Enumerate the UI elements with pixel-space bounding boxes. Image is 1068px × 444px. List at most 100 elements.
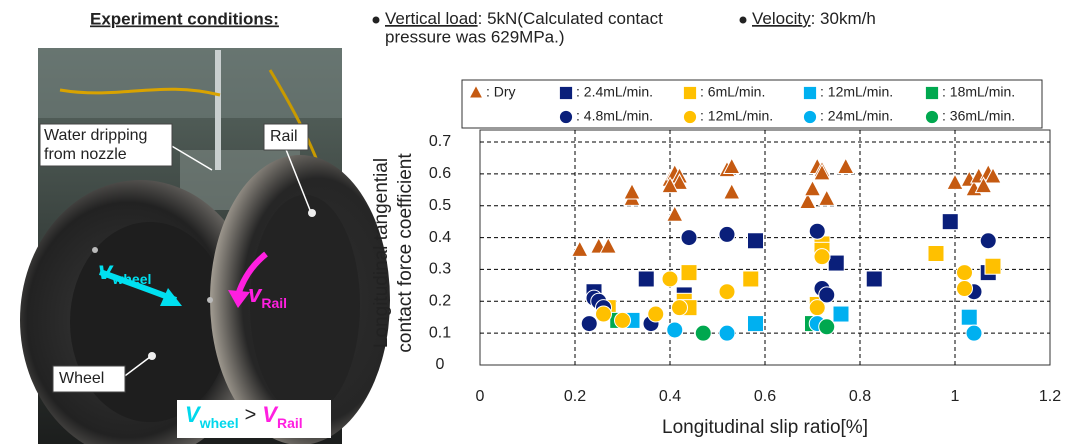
legend-label: : 12mL/min. (820, 84, 893, 100)
point (813, 248, 831, 266)
sub: wheel (111, 271, 151, 287)
sub: wheel (199, 415, 239, 431)
legend-label: : 36mL/min. (942, 108, 1015, 124)
legend-marker (683, 86, 697, 100)
point (623, 182, 641, 200)
v: v (98, 255, 114, 285)
point (718, 225, 736, 243)
load-value: : 5kN(Calculated contact (478, 9, 663, 28)
point (665, 204, 684, 222)
legend-marker (925, 110, 939, 124)
point (941, 213, 959, 231)
bullet (739, 16, 747, 24)
point (722, 182, 741, 200)
point (984, 166, 1002, 184)
point (694, 324, 712, 342)
point (808, 299, 826, 317)
legend-box (461, 79, 1043, 129)
v-wheel: vwheel (98, 255, 151, 287)
legend-marker (683, 110, 697, 124)
point (661, 270, 679, 288)
point (718, 283, 736, 301)
point (979, 232, 997, 250)
point (827, 254, 845, 272)
y-tick-label: 0.6 (429, 165, 451, 182)
legend-label: : 24mL/min. (820, 108, 893, 124)
x-tick-label: 0 (476, 388, 485, 405)
x-tick-label: 1.2 (1039, 388, 1061, 405)
point (808, 222, 826, 240)
velocity-label: Velocity (752, 9, 811, 28)
point (956, 264, 973, 282)
load-label: Vertical load (385, 9, 478, 28)
y-tick-label: 0.5 (429, 197, 451, 214)
point (580, 315, 598, 333)
sub: Rail (277, 415, 303, 431)
legend-label: : 2.4mL/min. (576, 84, 653, 100)
x-axis-label: Longitudinal slip ratio[%] (662, 417, 868, 438)
point (817, 189, 836, 206)
velocity-text: Velocity: 30km/h (752, 9, 876, 28)
point (671, 299, 688, 317)
x-tick-label: 0.4 (659, 388, 681, 405)
point (614, 311, 631, 329)
op: > (245, 404, 257, 426)
point (927, 245, 945, 262)
point (666, 321, 684, 339)
x-tick-label: 0.2 (564, 388, 586, 405)
point (984, 257, 1002, 275)
point (956, 280, 973, 298)
y-tick-label: 0.2 (429, 293, 451, 310)
x-tick-label: 1 (951, 388, 960, 405)
point (865, 270, 883, 288)
legend-marker (925, 86, 939, 100)
y-tick-label: 0 (436, 356, 445, 373)
v: V (185, 402, 202, 427)
point (946, 173, 964, 190)
point (670, 173, 689, 190)
point (722, 157, 741, 174)
point (798, 192, 817, 210)
v-rail: vRail (248, 281, 287, 310)
point (661, 176, 679, 194)
legend-label: : 6mL/min. (700, 84, 765, 100)
legend-marker (803, 86, 817, 100)
point (836, 157, 855, 174)
legend-label: : 4.8mL/min. (576, 108, 653, 124)
point (680, 229, 698, 247)
y-tick-label: 0.4 (429, 229, 451, 246)
point (637, 270, 655, 288)
point (742, 270, 760, 288)
x-tick-label: 0.6 (754, 388, 776, 405)
point (680, 264, 698, 282)
conditions-title: Experiment conditions: (90, 9, 279, 28)
point (818, 286, 836, 304)
rail-label: Rail (270, 128, 298, 145)
photo (20, 48, 390, 444)
point (718, 324, 736, 342)
legend-label: : Dry (486, 84, 516, 100)
bullet (372, 16, 380, 24)
point (832, 305, 850, 323)
y-tick-label: 0.1 (429, 324, 451, 341)
point (747, 232, 764, 250)
point (803, 179, 822, 197)
x-tick-label: 0.8 (849, 388, 871, 405)
point (647, 305, 665, 323)
point (599, 236, 618, 254)
wheel-label: Wheel (59, 370, 104, 387)
legend-marker (803, 110, 817, 124)
velocity-compare: Vwheel > VRail (185, 402, 303, 431)
point (818, 318, 836, 336)
y-axis-label: Longitudinal tangential (371, 158, 392, 348)
sub: Rail (261, 295, 287, 311)
point (974, 176, 993, 194)
load-text-2: pressure was 629MPa.) (385, 27, 565, 46)
y-tick-label: 0.3 (429, 261, 451, 278)
point (595, 305, 612, 323)
nozzle-label: from nozzle (44, 146, 127, 163)
point (960, 308, 978, 326)
v: v (248, 281, 263, 308)
legend-marker (468, 84, 484, 99)
